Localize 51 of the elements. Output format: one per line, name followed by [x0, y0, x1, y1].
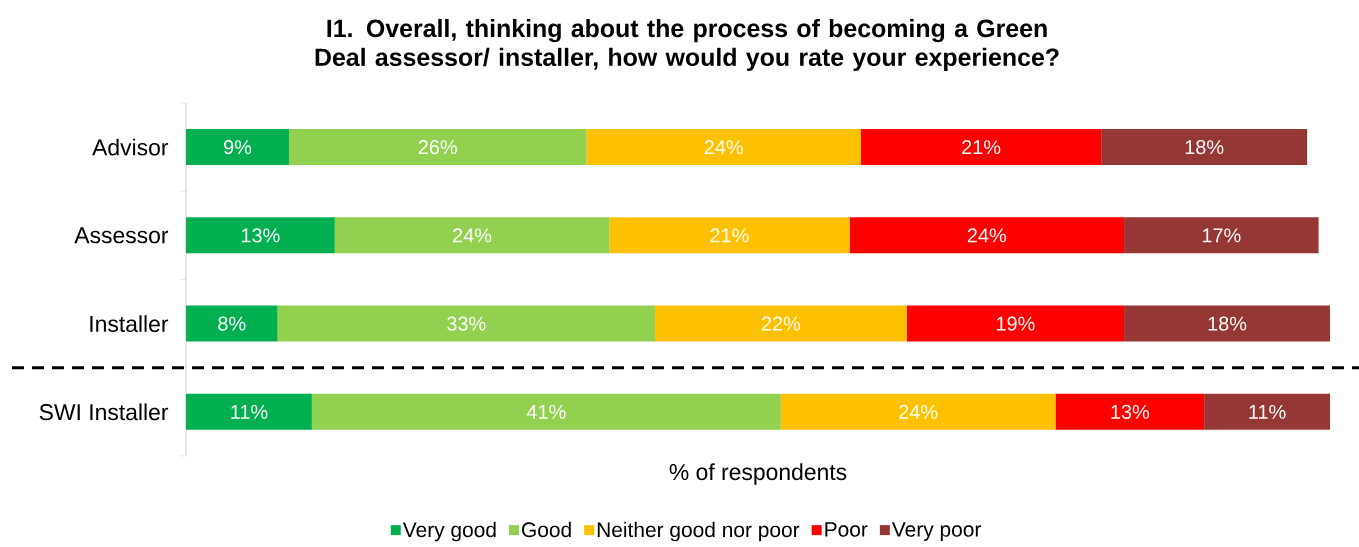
bar	[1055, 393, 1205, 430]
data-label: 41%	[526, 404, 566, 419]
bar	[1204, 393, 1331, 430]
bar	[1124, 305, 1331, 342]
bar	[334, 217, 610, 254]
bar	[186, 305, 278, 342]
data-label: 8%	[218, 316, 246, 331]
bar	[311, 393, 781, 430]
data-label: 17%	[1202, 228, 1241, 243]
data-label: 13%	[241, 228, 280, 243]
bar	[609, 217, 850, 254]
y-tick-label: Assessor	[74, 227, 169, 244]
data-label: 21%	[962, 140, 1001, 155]
data-label: 24%	[453, 228, 492, 243]
data-label: 24%	[899, 404, 938, 419]
bar	[586, 129, 861, 166]
bar	[849, 217, 1125, 254]
bar	[186, 393, 312, 430]
bar	[780, 393, 1056, 430]
data-label: 11%	[1249, 404, 1286, 419]
x-axis-title: % of respondents	[669, 463, 847, 485]
legend-label: Neither good nor poor	[597, 521, 800, 542]
y-tick-label: SWI Installer	[39, 403, 169, 421]
bar	[655, 305, 907, 342]
legend-label: Good	[522, 521, 571, 538]
legend-label: Poor	[825, 522, 868, 537]
legend-label: Very good	[402, 521, 496, 542]
data-label: 9%	[224, 140, 252, 155]
data-label: 18%	[1185, 140, 1224, 155]
legend-label: Very poor	[891, 522, 982, 541]
bar	[906, 305, 1125, 342]
data-label: 11%	[231, 404, 268, 419]
data-label: 21%	[710, 228, 749, 243]
data-label: 18%	[1208, 316, 1247, 331]
bar	[288, 129, 587, 166]
data-label: 24%	[704, 140, 743, 155]
data-label: 24%	[967, 228, 1007, 243]
data-label: 22%	[761, 316, 801, 331]
data-label: 33%	[447, 316, 486, 331]
bar	[277, 305, 656, 342]
bar	[186, 217, 335, 254]
bar	[1101, 129, 1308, 166]
data-label: 19%	[996, 316, 1035, 331]
bar	[860, 129, 1102, 166]
bar	[186, 129, 289, 166]
chart-title: I1. Overall, thinking about the process of becoming a Green Deal assessor/ installer, how would you rate your experience?	[315, 18, 1059, 72]
y-tick-label: Advisor	[92, 138, 169, 156]
bar	[1124, 217, 1319, 254]
y-tick-label: Installer	[90, 315, 169, 333]
data-label: 26%	[418, 140, 457, 155]
data-label: 13%	[1111, 404, 1150, 419]
